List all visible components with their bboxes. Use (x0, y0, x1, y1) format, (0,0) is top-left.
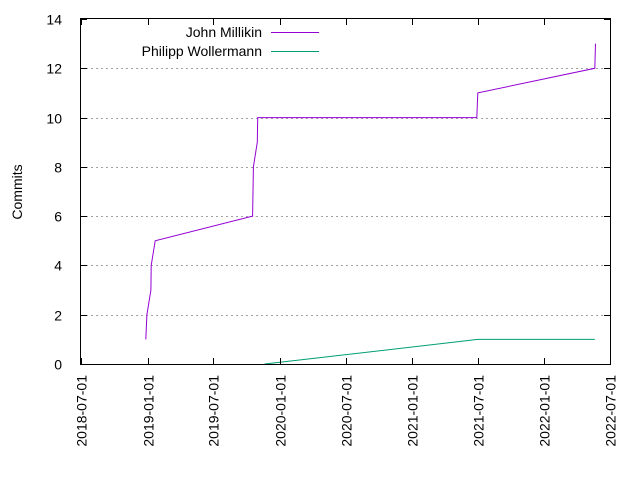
y-tick-label: 6 (54, 209, 62, 225)
x-tick-label: 2021-01-01 (405, 375, 421, 447)
grid-lines (81, 68, 610, 316)
axis-ticks (81, 19, 611, 365)
y-tick-label: 8 (54, 160, 62, 176)
x-tick-label: 2019-01-01 (141, 375, 157, 447)
x-tick-label: 2020-07-01 (339, 375, 355, 447)
y-tick-labels: 0 2 4 6 8 10 12 14 (46, 12, 62, 373)
x-tick-label: 2019-07-01 (206, 375, 222, 447)
x-tick-labels: 2018-07-01 2019-01-01 2019-07-01 2020-01-01… (74, 375, 619, 447)
legend-label-0: John Millikin (186, 24, 262, 40)
x-tick-label: 2021-07-01 (471, 375, 487, 447)
legend: John Millikin Philipp Wollermann (142, 24, 319, 59)
y-tick-label: 12 (46, 61, 62, 77)
x-tick-label: 2022-07-01 (603, 375, 619, 447)
series-lines (145, 43, 596, 365)
y-tick-label: 4 (54, 258, 62, 274)
y-tick-label: 2 (54, 308, 62, 324)
x-tick-label: 2020-01-01 (273, 375, 289, 447)
series-line-0 (145, 43, 596, 340)
x-tick-label: 2022-01-01 (537, 375, 553, 447)
plot-frame (80, 18, 611, 365)
y-axis-label: Commits (9, 164, 25, 219)
y-tick-label: 10 (46, 111, 62, 127)
series-line-1 (264, 338, 595, 365)
x-tick-label: 2018-07-01 (74, 375, 90, 447)
y-tick-label: 0 (54, 357, 62, 373)
y-tick-label: 14 (46, 12, 62, 28)
legend-label-1: Philipp Wollermann (142, 43, 262, 59)
